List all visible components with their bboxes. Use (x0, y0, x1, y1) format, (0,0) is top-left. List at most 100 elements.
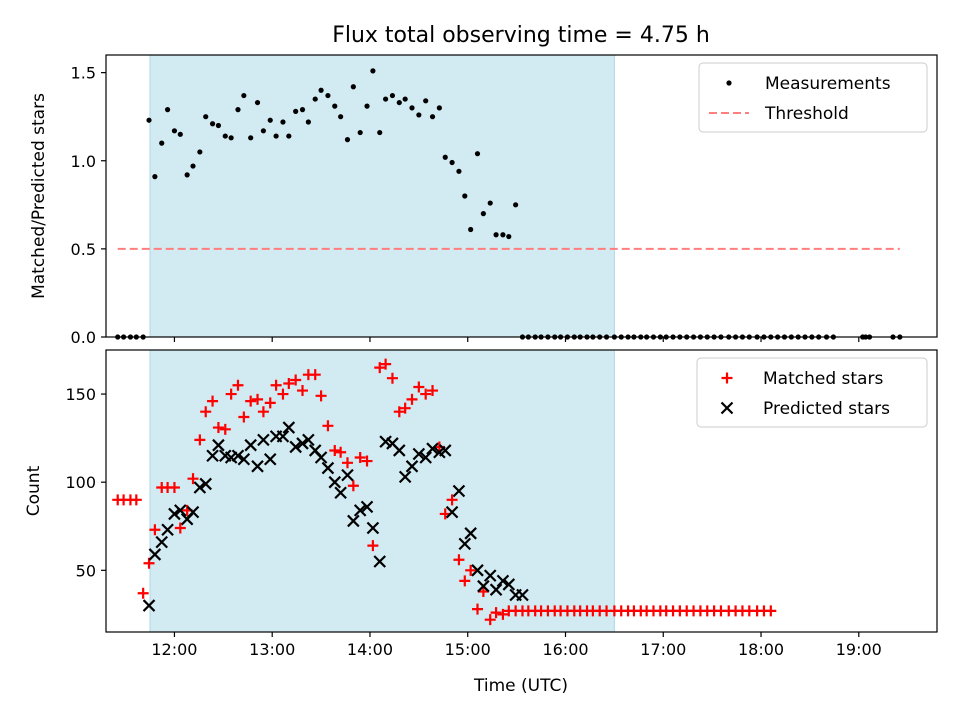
matched-stars-point (252, 393, 264, 405)
matched-stars-point (309, 369, 321, 381)
legend: Matched stars Predicted stars (696, 357, 928, 428)
measurements-point (364, 103, 370, 109)
predicted-stars-point (366, 521, 380, 535)
measurements-point (215, 122, 222, 129)
y-axis-label: Matched/Predicted stars (29, 93, 49, 299)
measurements-point (286, 133, 292, 139)
predicted-stars-point (458, 537, 472, 551)
measurements-point (171, 128, 178, 134)
predicted-stars-point (212, 438, 225, 452)
measurements-point (273, 133, 279, 139)
measurements-point (293, 108, 299, 114)
measurements-point (513, 202, 519, 208)
matched-stars-point (257, 406, 269, 418)
predicted-stars-point (412, 447, 426, 461)
predicted-stars-point (257, 433, 270, 447)
predicted-stars-point (193, 481, 207, 494)
legend-matched-stars-swatch (721, 372, 733, 384)
predicted-stars-point (471, 564, 484, 577)
matched-stars-point (264, 397, 276, 409)
matched-stars-point (399, 402, 411, 414)
measurements-point (449, 159, 455, 166)
measurements-point (350, 84, 356, 90)
predicted-stars-point (438, 444, 452, 457)
matched-stars-point (490, 607, 502, 619)
measurements-point (177, 131, 183, 137)
measurements-point (228, 135, 234, 141)
predicted-stars-point (489, 583, 503, 596)
measurements-point (299, 107, 306, 113)
measurements-point (318, 87, 324, 93)
legend-box (696, 357, 928, 428)
matched-stars-point (347, 480, 359, 492)
matched-stars-point (427, 385, 439, 397)
predicted-stars-point (244, 438, 257, 452)
measurements-point (184, 172, 190, 178)
measurements-point (267, 117, 273, 123)
predicted-stars-point (353, 504, 367, 517)
y-tick-label: 100 (65, 473, 96, 492)
matched-stars-point (386, 372, 398, 384)
legend-label-threshold: Threshold (764, 104, 849, 124)
matched-stars-point (453, 554, 465, 566)
measurements-point (468, 226, 474, 233)
matched-stars-point (374, 362, 386, 374)
legend-label-matched-stars: Matched stars (763, 369, 883, 389)
x-tick-label: 13:00 (249, 640, 295, 659)
predicted-stars-point (452, 484, 466, 498)
predicted-stars-point (419, 451, 432, 464)
predicted-stars-point (161, 523, 174, 537)
measurements-point (506, 233, 512, 240)
matched-stars-point (380, 358, 392, 370)
predicted-stars-point (251, 460, 264, 473)
predicted-stars-point (282, 421, 296, 434)
matched-stars-point (446, 494, 458, 506)
x-tick-label: 18:00 (738, 640, 784, 659)
predicted-stars-point (142, 599, 156, 612)
measurements-point (209, 121, 216, 127)
measurements-point (474, 151, 481, 157)
measurements-point (344, 137, 351, 143)
legend-box (698, 62, 928, 133)
measurements-point (190, 163, 196, 169)
predicted-stars-point (276, 430, 290, 443)
predicted-stars-point (341, 468, 354, 482)
measurements-point (159, 140, 165, 146)
predicted-stars-point (496, 574, 510, 588)
predicted-stars-point (237, 452, 251, 466)
measurements-point (462, 193, 468, 199)
observing-window-span (149, 349, 615, 633)
matched-stars-point (477, 585, 489, 597)
predicted-stars-point (148, 548, 162, 561)
measurements-point (442, 154, 448, 160)
matched-stars-point (168, 481, 180, 493)
predicted-stars-point (464, 527, 477, 540)
ratio-panel: 0.0 0.5 1.0 1.5 Matched/Predicted stars Measu… (29, 54, 938, 347)
matched-stars-point (194, 434, 206, 446)
measurements-point (332, 103, 338, 109)
matched-stars-point (472, 603, 484, 615)
predicted-stars-point (393, 444, 406, 457)
matched-stars-point (393, 406, 405, 418)
measurements-point (338, 114, 344, 120)
predicted-stars-point (186, 505, 200, 519)
measurements-point (402, 96, 408, 102)
measurements-point (383, 96, 389, 102)
predicted-stars-point (445, 505, 459, 519)
measurements-point (487, 200, 493, 206)
matched-stars-point (335, 446, 347, 458)
measurements-point (377, 129, 383, 136)
series-matched-stars (112, 358, 777, 626)
observing-window-span (149, 54, 615, 338)
predicted-stars-point (373, 555, 387, 568)
measurements-point (370, 68, 376, 74)
predicted-stars-point (263, 452, 277, 466)
predicted-stars-point (347, 514, 360, 528)
predicted-stars-point (483, 569, 497, 582)
matched-stars-point (137, 587, 149, 599)
measurements-point (280, 119, 286, 125)
matched-stars-point (290, 374, 302, 386)
matched-stars-point (200, 406, 212, 418)
y-tick-label: 1.5 (71, 64, 96, 83)
